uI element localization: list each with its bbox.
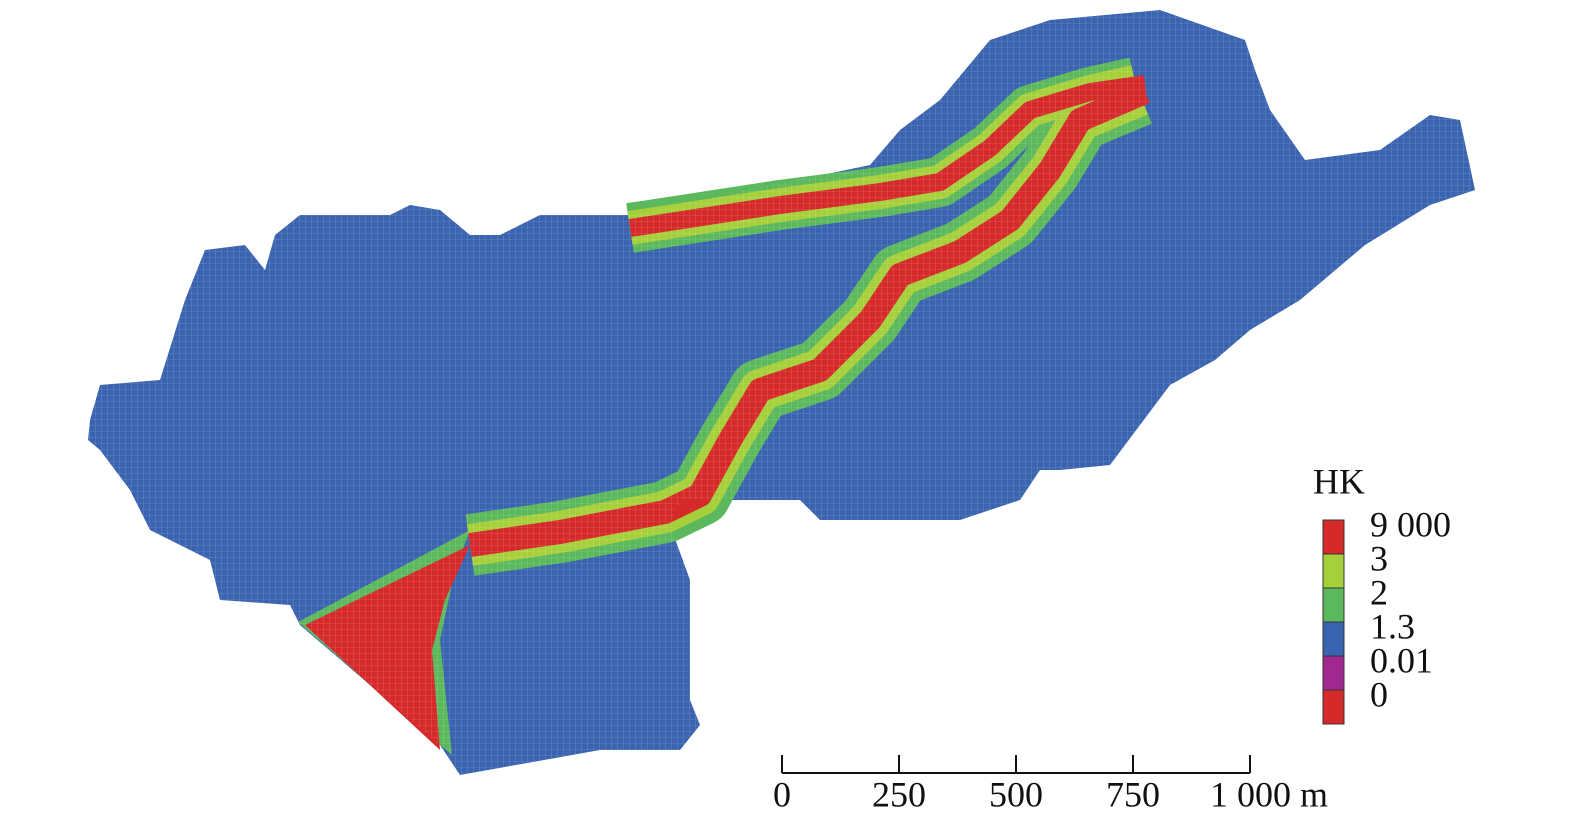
scale-bar: 0 250 500 750 1 000 m [773,755,1328,814]
scale-label: 500 [989,774,1043,814]
scale-label: 1 000 m [1210,774,1328,814]
legend-swatch [1322,587,1345,623]
scale-label: 250 [872,774,926,814]
legend-label: 1.3 [1370,606,1415,646]
legend-swatch [1322,689,1345,725]
legend-label: 2 [1370,572,1388,612]
legend-swatch [1322,621,1345,657]
legend-label: 9 000 [1370,504,1451,544]
legend-title: HK [1313,461,1365,501]
scale-label: 0 [773,774,791,814]
grid-overlay [88,10,1475,775]
legend-swatch [1322,519,1345,555]
legend-label: 0 [1370,674,1388,714]
legend-label: 0.01 [1370,640,1433,680]
model-domain [88,10,1475,775]
legend-label: 3 [1370,538,1388,578]
legend-swatch [1322,655,1345,691]
legend-swatch [1322,553,1345,589]
scale-label: 750 [1106,774,1160,814]
